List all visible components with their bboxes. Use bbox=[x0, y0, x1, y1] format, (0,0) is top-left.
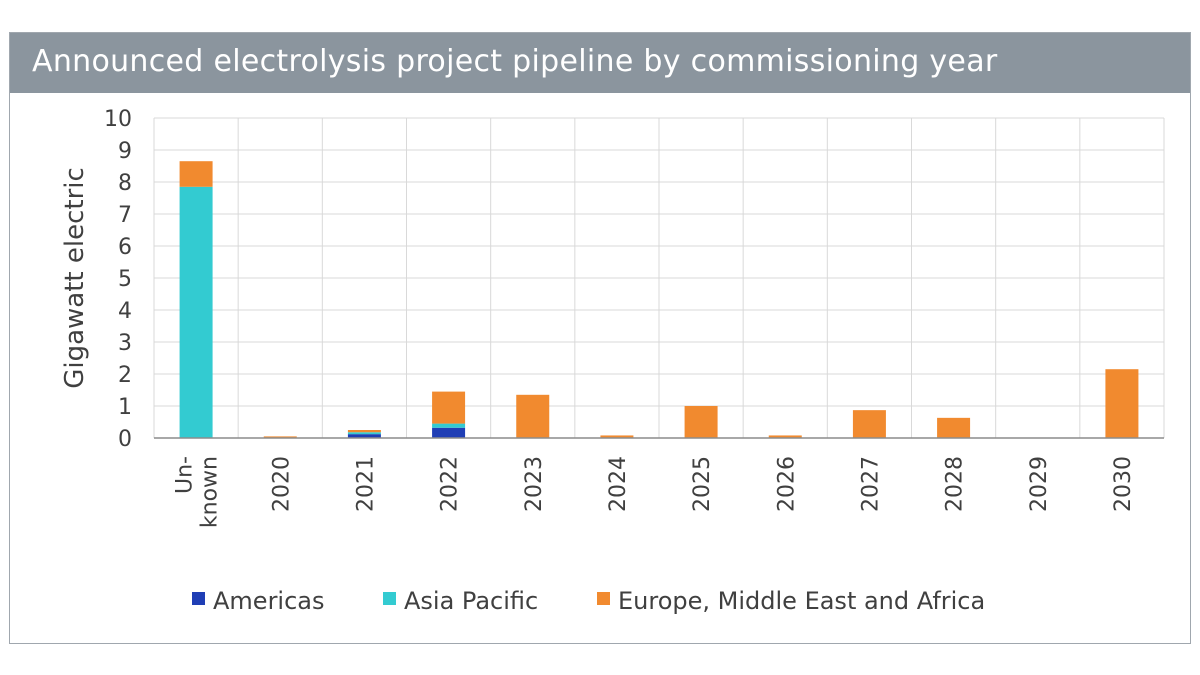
bar-americas bbox=[347, 434, 381, 438]
y-tick-label: 0 bbox=[118, 427, 132, 452]
bar-europe-middle-east-and-africa bbox=[852, 410, 886, 438]
y-tick-label: 10 bbox=[104, 107, 132, 132]
bar-europe-middle-east-and-africa bbox=[179, 161, 213, 187]
x-tick-label: 2028 bbox=[943, 456, 968, 512]
title-bar: Announced electrolysis project pipeline … bbox=[10, 33, 1190, 93]
y-tick-label: 4 bbox=[118, 299, 132, 324]
bar-europe-middle-east-and-africa bbox=[263, 436, 297, 438]
x-tick-label: 2021 bbox=[353, 456, 378, 512]
legend-label: Asia Pacific bbox=[404, 587, 538, 615]
bar-europe-middle-east-and-africa bbox=[432, 391, 466, 424]
bar-europe-middle-east-and-africa bbox=[347, 430, 381, 433]
legend-swatch bbox=[383, 592, 396, 605]
bar-americas bbox=[432, 427, 466, 438]
bar-asia-pacific bbox=[432, 423, 466, 428]
bar-europe-middle-east-and-africa bbox=[684, 406, 718, 438]
bar-asia-pacific bbox=[347, 432, 381, 435]
bar-europe-middle-east-and-africa bbox=[1105, 369, 1139, 438]
legend-label: Europe, Middle East and Africa bbox=[618, 587, 985, 615]
bar-europe-middle-east-and-africa bbox=[768, 435, 802, 438]
y-tick-label: 6 bbox=[118, 235, 132, 260]
bar-europe-middle-east-and-africa bbox=[516, 394, 550, 438]
y-tick-label: 1 bbox=[118, 395, 132, 420]
x-tick-label: 2020 bbox=[269, 456, 294, 512]
legend-swatch bbox=[192, 592, 205, 605]
y-tick-label: 9 bbox=[118, 139, 132, 164]
x-tick-label: 2026 bbox=[774, 456, 799, 512]
x-tick-label: known bbox=[198, 456, 223, 528]
y-tick-label: 8 bbox=[118, 171, 132, 196]
x-tick-label: 2023 bbox=[522, 456, 547, 512]
y-tick-label: 2 bbox=[118, 363, 132, 388]
x-tick-label: 2022 bbox=[438, 456, 463, 512]
legend-swatch bbox=[597, 592, 610, 605]
y-tick-label: 7 bbox=[118, 203, 132, 228]
y-tick-label: 3 bbox=[118, 331, 132, 356]
x-tick-label: 2025 bbox=[690, 456, 715, 512]
x-tick-label: 2030 bbox=[1111, 456, 1136, 512]
bar-europe-middle-east-and-africa bbox=[937, 417, 971, 438]
bar-asia-pacific bbox=[179, 186, 213, 438]
legend-label: Americas bbox=[213, 587, 325, 615]
y-tick-label: 5 bbox=[118, 267, 132, 292]
x-tick-label: 2024 bbox=[606, 456, 631, 512]
y-axis-label: Gigawatt electric bbox=[60, 167, 90, 389]
chart-title: Announced electrolysis project pipeline … bbox=[32, 44, 998, 79]
bar-europe-middle-east-and-africa bbox=[600, 435, 634, 438]
x-tick-label: 2027 bbox=[858, 456, 883, 512]
x-tick-label: 2029 bbox=[1027, 456, 1052, 512]
x-tick-label: Un- bbox=[173, 456, 198, 494]
